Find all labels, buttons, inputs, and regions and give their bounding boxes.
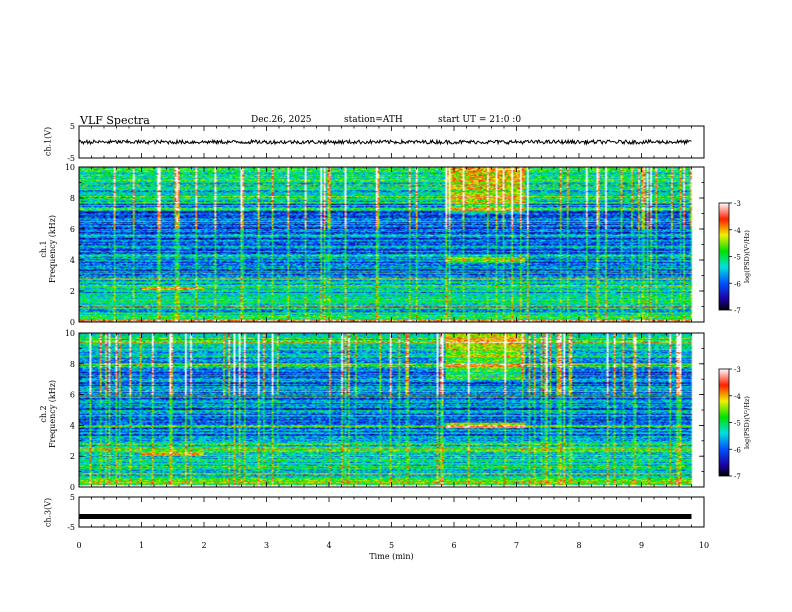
ch2-spectrogram-ytick-label: 4 xyxy=(70,421,75,430)
ch1-spectrogram-ytick-label: 8 xyxy=(70,194,75,203)
colorbar-label: log(PSD)(V²/Hz) xyxy=(743,230,751,283)
colorbar-2 xyxy=(718,368,730,477)
colorbar-tick-label: -4 xyxy=(734,227,741,235)
colorbar-1 xyxy=(718,202,730,311)
xtick-label: 4 xyxy=(326,541,331,550)
ch2-spectrogram-image xyxy=(79,333,704,487)
xtick-label: 10 xyxy=(699,541,709,550)
ch1-spectrogram-ytick-label: 0 xyxy=(70,318,75,327)
ch2-spectrogram-ytick-label: 2 xyxy=(70,452,75,461)
colorbar-tick-label: -5 xyxy=(734,420,741,428)
start-ut-label: start UT = 21:0 :0 xyxy=(438,115,522,125)
ch1-waveform-ytick-label: -5 xyxy=(67,154,75,163)
ch1-waveform-ytick-label: 5 xyxy=(70,122,75,131)
colorbar-tick-label: -6 xyxy=(734,446,741,454)
x-axis-label: Time (min) xyxy=(369,552,413,561)
xtick-label: 1 xyxy=(139,541,144,550)
xtick-label: 3 xyxy=(264,541,269,550)
ch1-spectrogram-ytick-label: 2 xyxy=(70,287,75,296)
xtick-label: 8 xyxy=(576,541,581,550)
colorbar-tick-label: -3 xyxy=(734,200,741,208)
colorbar-label: log(PSD)(V²/Hz) xyxy=(743,396,751,449)
ch1-spectrogram-image xyxy=(79,167,704,322)
colorbar-tick-label: -7 xyxy=(734,473,741,481)
colorbar-tick-label: -6 xyxy=(734,280,741,288)
xtick-label: 0 xyxy=(76,541,81,550)
ch1-spectrogram-ytick-label: 4 xyxy=(70,256,75,265)
ch2-spectrogram-ytick-label: 0 xyxy=(70,483,75,492)
ch1-spectrogram-ytick-label: 10 xyxy=(65,163,75,172)
station-label: station=ATH xyxy=(344,115,403,125)
chart-title: VLF Spectra xyxy=(80,114,150,127)
ch3-waveform-ytick-label: 5 xyxy=(70,493,75,502)
colorbar-tick-label: -7 xyxy=(734,307,741,315)
xtick-label: 5 xyxy=(389,541,394,550)
ch2-spectrogram-ytick-label: 8 xyxy=(70,360,75,369)
xtick-label: 2 xyxy=(201,541,206,550)
ch2-spectrogram-ytick-label: 10 xyxy=(65,329,75,338)
colorbar-tick-label: -3 xyxy=(734,366,741,374)
colorbar-tick-label: -5 xyxy=(734,254,741,262)
xtick-label: 6 xyxy=(451,541,456,550)
ch3-waveform-ytick-label: -5 xyxy=(67,523,75,532)
ch1-spectrogram-ytick-label: 6 xyxy=(70,225,75,234)
colorbar-tick-label: -4 xyxy=(734,393,741,401)
ch1-waveform-line xyxy=(78,138,692,146)
xtick-label: 7 xyxy=(514,541,519,550)
date-label: Dec.26, 2025 xyxy=(251,115,312,125)
xtick-label: 9 xyxy=(639,541,644,550)
ch2-spectrogram-ytick-label: 6 xyxy=(70,391,75,400)
